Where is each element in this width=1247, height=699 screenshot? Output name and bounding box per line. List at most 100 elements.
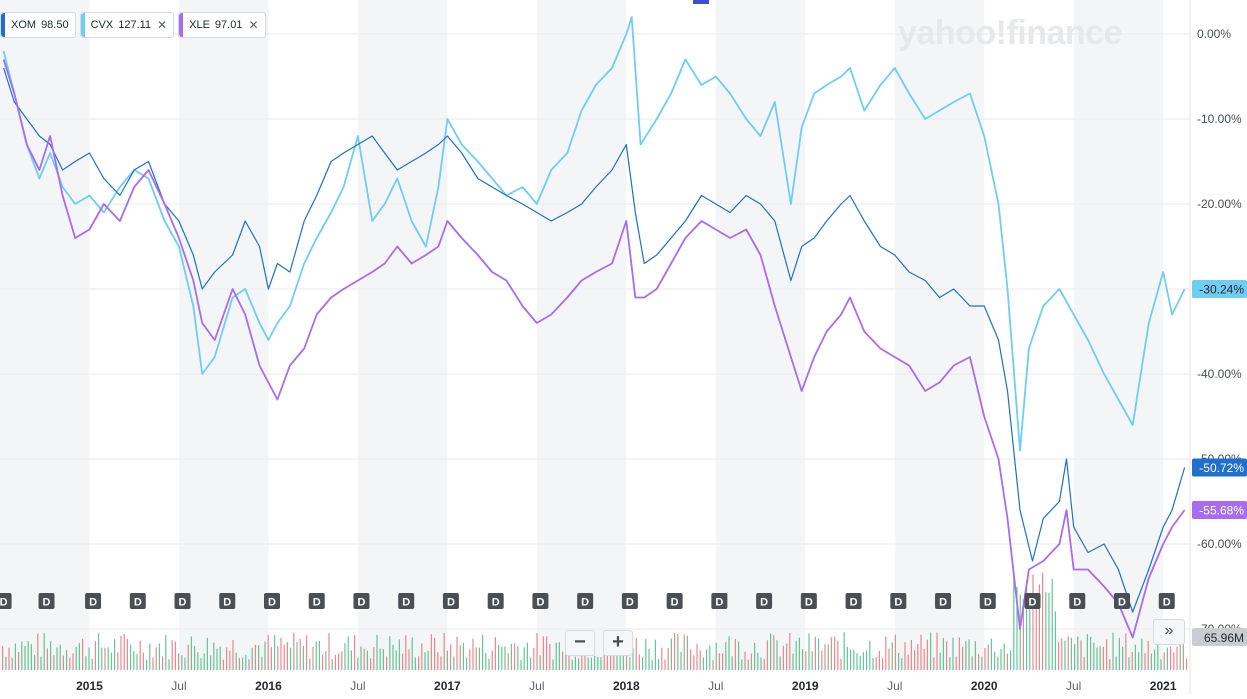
volume-bar [206, 637, 208, 670]
volume-bar [597, 656, 599, 670]
y-tick-label: -20.00% [1197, 197, 1242, 211]
volume-bar [709, 645, 711, 670]
volume-bar [130, 644, 132, 670]
volume-bar [542, 636, 544, 670]
xle-color-swatch [179, 13, 184, 37]
x-tick-label: 2019 [792, 679, 819, 693]
volume-bar [725, 642, 727, 670]
volume-bar [1064, 640, 1066, 670]
volume-bar [1061, 638, 1063, 670]
volume-bar [443, 633, 445, 670]
volume-bar [792, 653, 794, 670]
volume-bar [184, 657, 186, 670]
volume-bar [693, 655, 695, 670]
volume-bar [299, 638, 301, 670]
volume-bar [360, 646, 362, 670]
volume-bar [418, 656, 420, 670]
volume-bar [88, 647, 90, 670]
close-icon[interactable]: ✕ [248, 18, 259, 32]
x-tick-label: Jul [171, 679, 186, 693]
series-legend: XOM 98.50 CVX 127.11 ✕ XLE 97.01 ✕ [0, 12, 266, 38]
volume-bar [482, 635, 484, 670]
volume-bar [245, 654, 247, 670]
volume-bar [632, 648, 634, 670]
volume-bar [974, 641, 976, 670]
volume-bar [69, 657, 71, 670]
volume-bar [958, 637, 960, 670]
volume-bar [123, 634, 125, 670]
volume-bar [66, 650, 68, 670]
cvx-color-swatch [80, 13, 85, 37]
volume-bar [1099, 646, 1101, 670]
volume-bar [875, 657, 877, 670]
dividend-marker-label: D [626, 597, 634, 609]
expand-chevron-icon[interactable]: » [1153, 619, 1185, 645]
x-tick-label: 2021 [1150, 679, 1177, 693]
volume-bar [779, 656, 781, 670]
volume-bar [520, 659, 522, 670]
volume-bar [334, 654, 336, 670]
volume-bar [462, 642, 464, 670]
volume-bar [453, 656, 455, 670]
volume-bar [136, 653, 138, 670]
volume-bar [600, 657, 602, 670]
volume-bar [408, 649, 410, 670]
legend-chip-xom[interactable]: XOM 98.50 [0, 12, 76, 38]
volume-bar [398, 639, 400, 670]
volume-bar [1115, 656, 1117, 670]
volume-bar [450, 644, 452, 670]
volume-bar [530, 657, 532, 670]
volume-bar [312, 646, 314, 670]
volume-bar [760, 657, 762, 670]
volume-bar [552, 659, 554, 670]
dividend-marker-label: D [492, 597, 500, 609]
volume-bar [718, 653, 720, 670]
volume-bar [866, 650, 868, 670]
volume-bar [446, 650, 448, 670]
volume-bar [456, 636, 458, 670]
zoom-out-button[interactable]: − [565, 630, 595, 656]
dividend-marker [621, 593, 638, 609]
volume-bar [168, 659, 170, 670]
legend-chip-xle[interactable]: XLE 97.01 ✕ [178, 12, 266, 38]
volume-bar [501, 647, 503, 670]
dividend-marker [756, 593, 773, 609]
volume-bar [107, 647, 109, 670]
volume-bar [1048, 592, 1050, 670]
volume-bar [165, 634, 167, 670]
dividend-marker-label: D [805, 597, 813, 609]
volume-bar [507, 653, 509, 670]
legend-chip-cvx[interactable]: CVX 127.11 ✕ [79, 12, 175, 38]
volume-bar [1026, 580, 1028, 670]
volume-bar [910, 640, 912, 670]
volume-bar [1006, 653, 1008, 670]
volume-bar [78, 643, 80, 670]
volume-bar [478, 647, 480, 670]
volume-bar [782, 645, 784, 670]
volume-bar [702, 657, 704, 670]
volume-bar [654, 639, 656, 670]
zoom-in-button[interactable]: + [603, 630, 633, 656]
volume-bar [1003, 643, 1005, 670]
volume-bar [766, 640, 768, 670]
volume-bar [715, 642, 717, 670]
volume-bar [309, 658, 311, 670]
range-indicator [693, 0, 709, 4]
volume-bar [1141, 638, 1143, 670]
volume-bar [590, 657, 592, 670]
x-tick-label: 2018 [613, 679, 640, 693]
volume-bar [1122, 646, 1124, 670]
volume-bar [366, 650, 368, 670]
volume-bar [901, 658, 903, 670]
volume-bar [469, 649, 471, 670]
volume-bar [645, 638, 647, 670]
close-icon[interactable]: ✕ [157, 18, 168, 32]
volume-bar [350, 650, 352, 670]
dividend-marker-label: D [581, 597, 589, 609]
dividend-marker [890, 593, 907, 609]
volume-bar [210, 655, 212, 670]
legend-symbol: CVX [90, 19, 114, 31]
volume-bar [40, 656, 42, 670]
volume-bar [949, 657, 951, 670]
volume-bar [750, 653, 752, 670]
